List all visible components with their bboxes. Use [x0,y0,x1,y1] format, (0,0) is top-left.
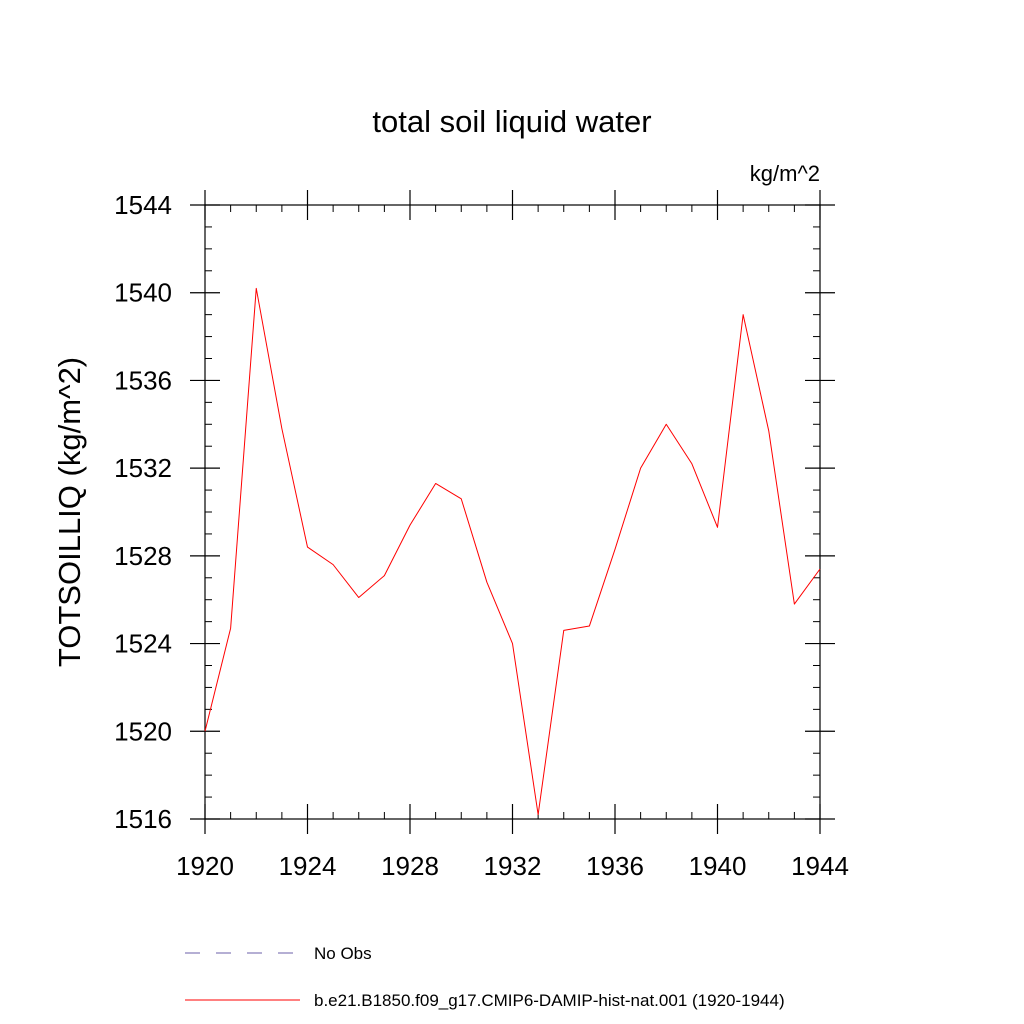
x-tick-label: 1928 [381,851,439,881]
ticks-layer: 1920 1924 1928 1932 1936 1940 1944 1516 1520 1524… [114,190,849,881]
legend-label-no-obs: No Obs [314,944,372,963]
y-tick-label: 1540 [114,278,172,308]
y-tick-label: 1532 [114,453,172,483]
y-tick-label: 1536 [114,365,172,395]
legend-label-model: b.e21.B1850.f09_g17.CMIP6-DAMIP-hist-nat… [314,991,785,1010]
legend: No Obs b.e21.B1850.f09_g17.CMIP6-DAMIP-h… [185,944,785,1010]
y-tick-label: 1516 [114,804,172,834]
y-tick-label: 1520 [114,716,172,746]
x-tick-label: 1944 [791,851,849,881]
units-label: kg/m^2 [750,161,820,186]
x-tick-label: 1920 [176,851,234,881]
series-line [204,287,821,816]
y-tick-label: 1524 [114,629,172,659]
y-tick-label: 1544 [114,190,172,220]
chart-title: total soil liquid water [372,104,651,139]
series-layer [204,287,821,816]
x-tick-label: 1940 [689,851,747,881]
plot-frame [204,204,821,820]
x-tick-label: 1932 [484,851,542,881]
x-tick-label: 1936 [586,851,644,881]
plot-area: 1920 1924 1928 1932 1936 1940 1944 1516 1520 1524… [114,190,849,881]
y-axis-label: TOTSOILLIQ (kg/m^2) [52,357,87,667]
y-tick-label: 1528 [114,541,172,571]
x-tick-label: 1924 [279,851,337,881]
